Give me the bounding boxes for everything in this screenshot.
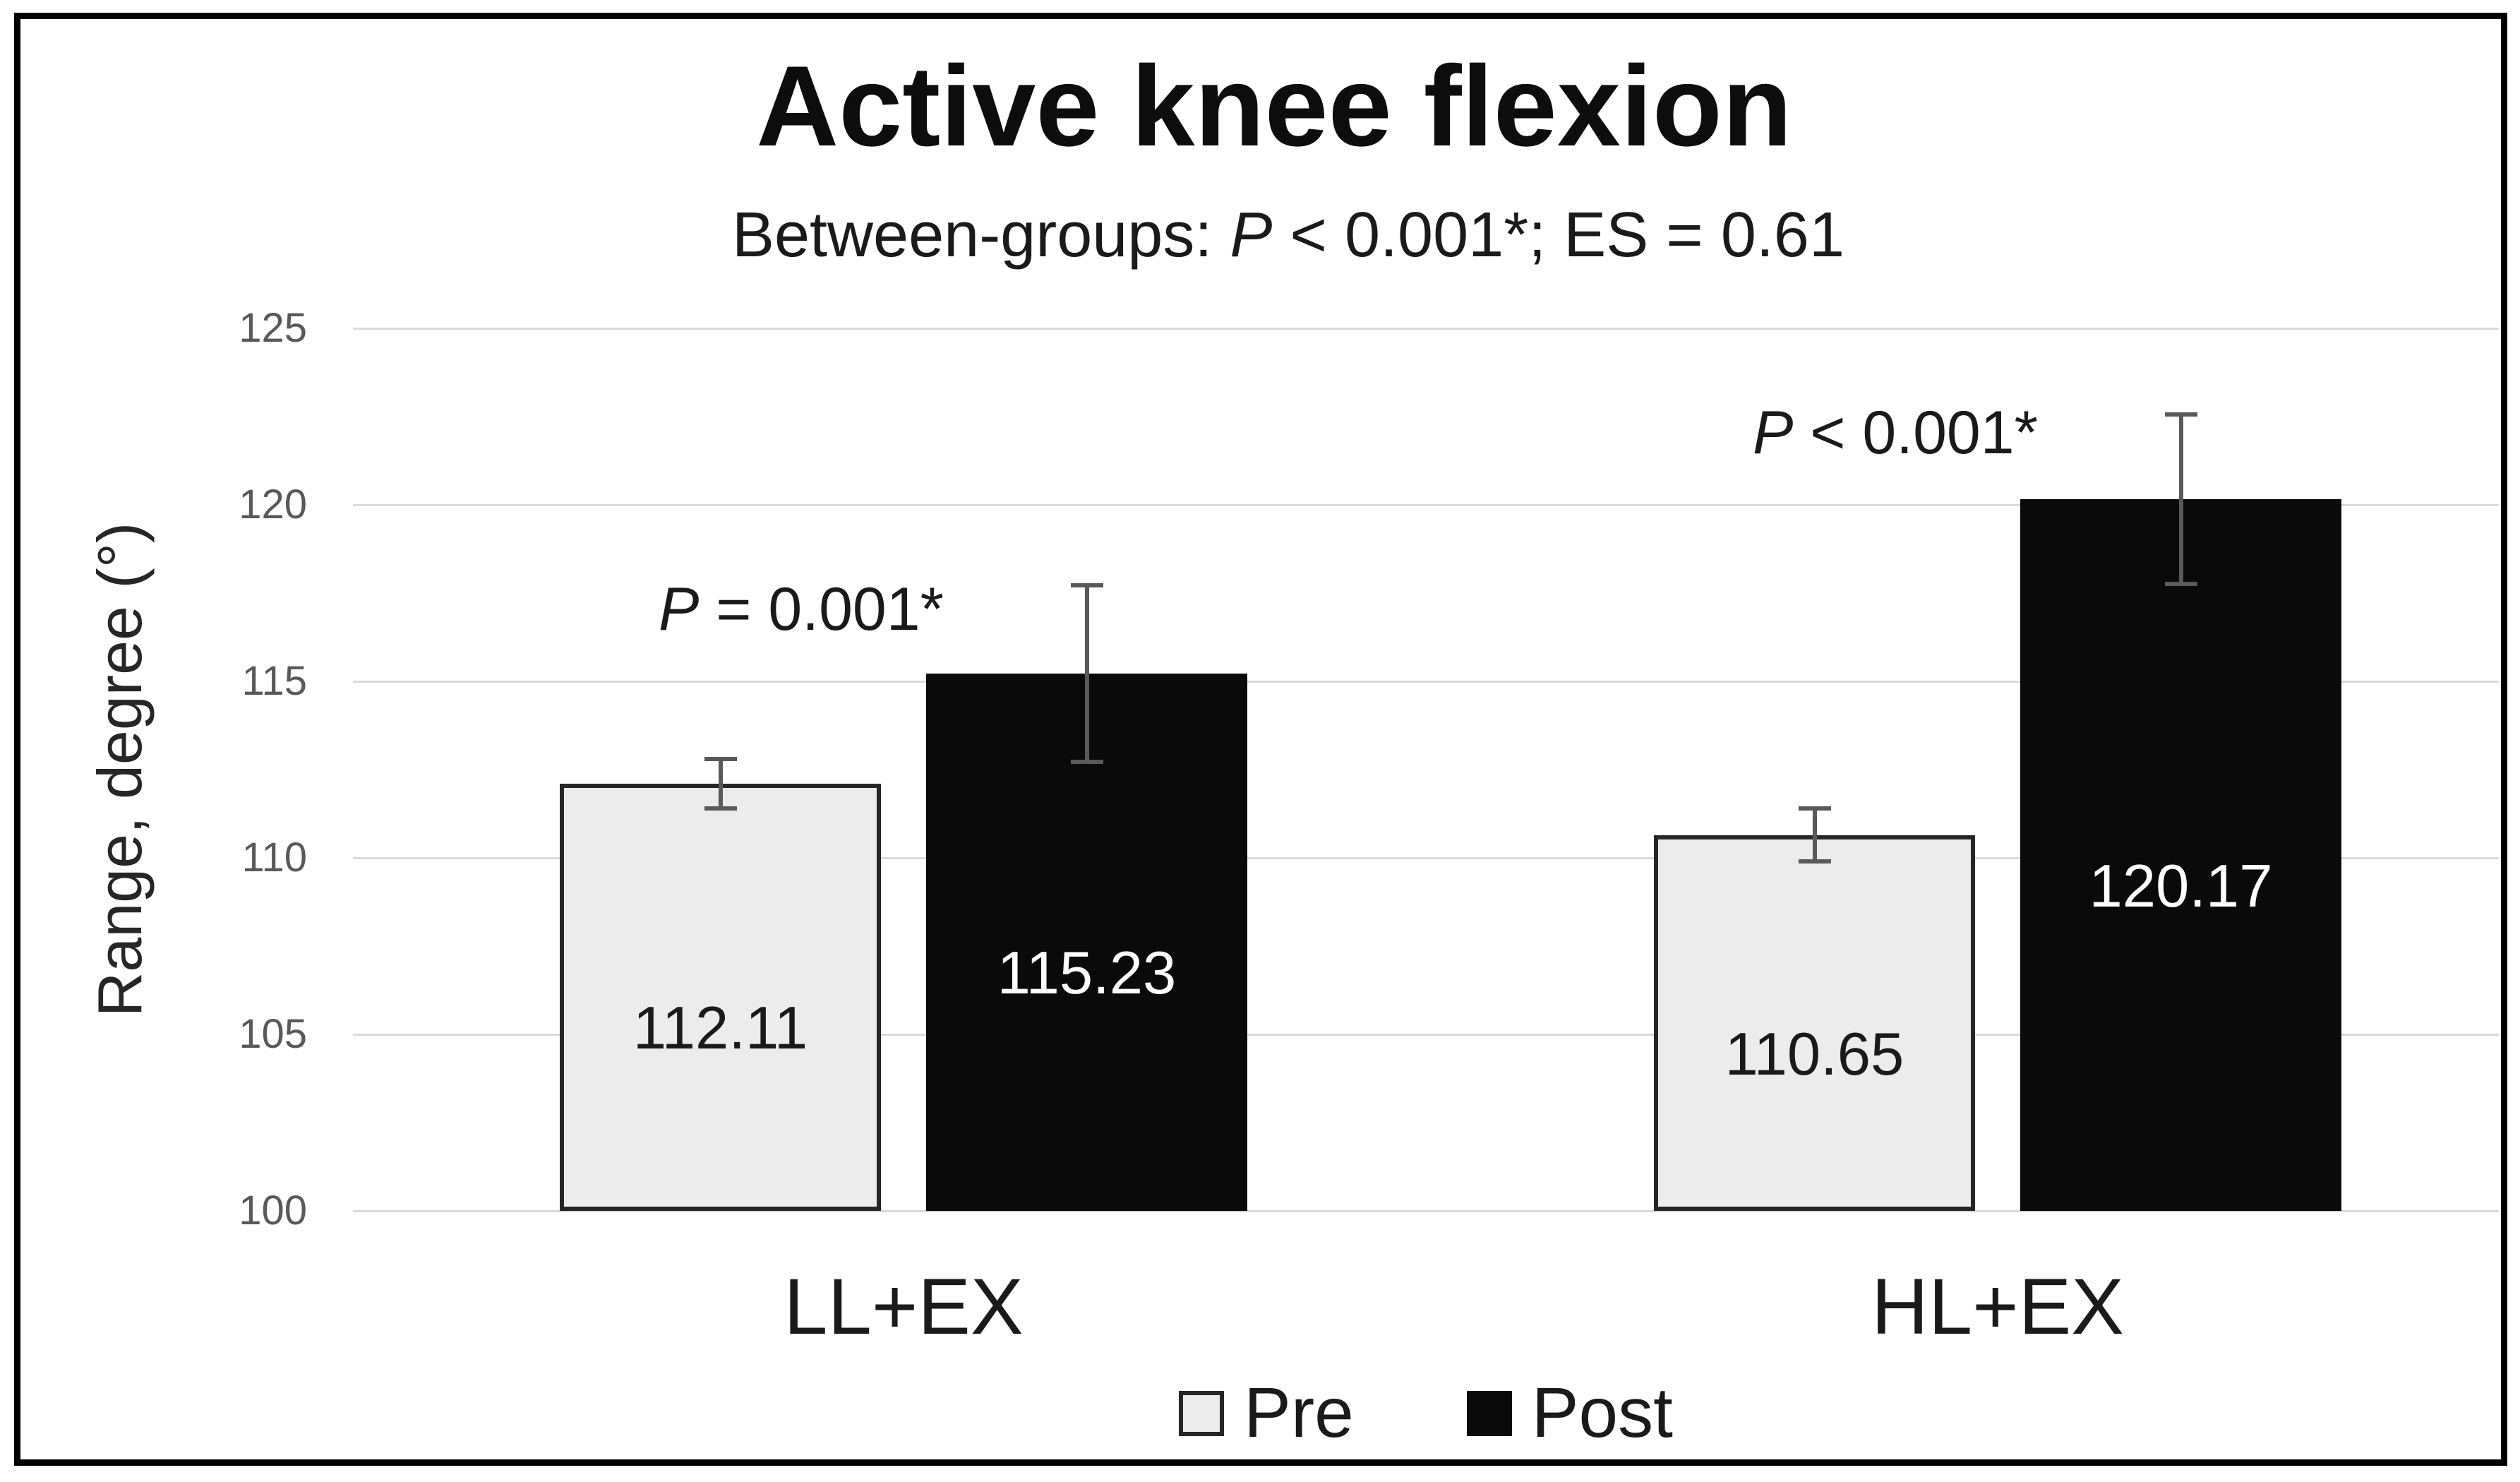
category-label: HL+EX (1871, 1262, 2124, 1351)
error-bar (718, 758, 723, 808)
error-bar-cap-top (1798, 806, 1831, 811)
category-label: LL+EX (784, 1262, 1024, 1351)
chart-subtitle: Between-groups: P < 0.001*; ES = 0.61 (731, 200, 1845, 270)
legend-swatch-pre (1179, 1390, 1225, 1436)
gridline (353, 681, 2499, 683)
figure-frame (14, 13, 2507, 1466)
significance-annotation: P = 0.001* (658, 575, 944, 643)
bar-post-hl-ex (2020, 498, 2341, 1211)
y-axis-tick-label: 115 (241, 658, 307, 704)
bar-value-label: 110.65 (1724, 1020, 1904, 1088)
error-bar (1812, 808, 1817, 861)
error-bar (1084, 585, 1089, 762)
error-bar-cap-top (1070, 582, 1103, 587)
error-bar (2178, 414, 2183, 584)
gridline (353, 504, 2499, 506)
gridline (353, 1034, 2499, 1036)
y-axis-tick-label: 105 (239, 1011, 307, 1057)
gridline (353, 328, 2499, 330)
y-axis-label: Range, degree (°) (85, 522, 155, 1017)
legend-item-post: Post (1466, 1373, 1673, 1454)
y-axis-tick-label: 120 (239, 482, 307, 527)
legend-item-pre: Pre (1179, 1373, 1354, 1454)
error-bar-cap-bottom (1798, 859, 1831, 863)
error-bar-cap-bottom (2164, 581, 2197, 586)
bar-value-label: 120.17 (2089, 852, 2273, 920)
gridline (353, 1210, 2499, 1212)
chart-title: Active knee flexion (756, 42, 1792, 170)
error-bar-cap-top (704, 756, 737, 761)
error-bar-cap-bottom (1070, 759, 1103, 764)
bar-value-label: 112.11 (632, 995, 808, 1063)
error-bar-cap-top (2164, 412, 2197, 417)
error-bar-cap-bottom (704, 806, 737, 811)
significance-annotation: P < 0.001* (1752, 399, 2039, 467)
chart-legend: Pre Post (353, 1373, 2499, 1454)
gridline (353, 857, 2499, 859)
y-axis-tick-label: 110 (241, 835, 307, 880)
y-axis-tick-label: 125 (239, 305, 307, 351)
legend-label-pre: Pre (1244, 1373, 1354, 1452)
legend-label-post: Post (1531, 1373, 1673, 1452)
bar-value-label: 115.23 (997, 940, 1177, 1008)
y-axis-tick-label: 100 (239, 1188, 307, 1233)
legend-swatch-post (1466, 1390, 1512, 1436)
